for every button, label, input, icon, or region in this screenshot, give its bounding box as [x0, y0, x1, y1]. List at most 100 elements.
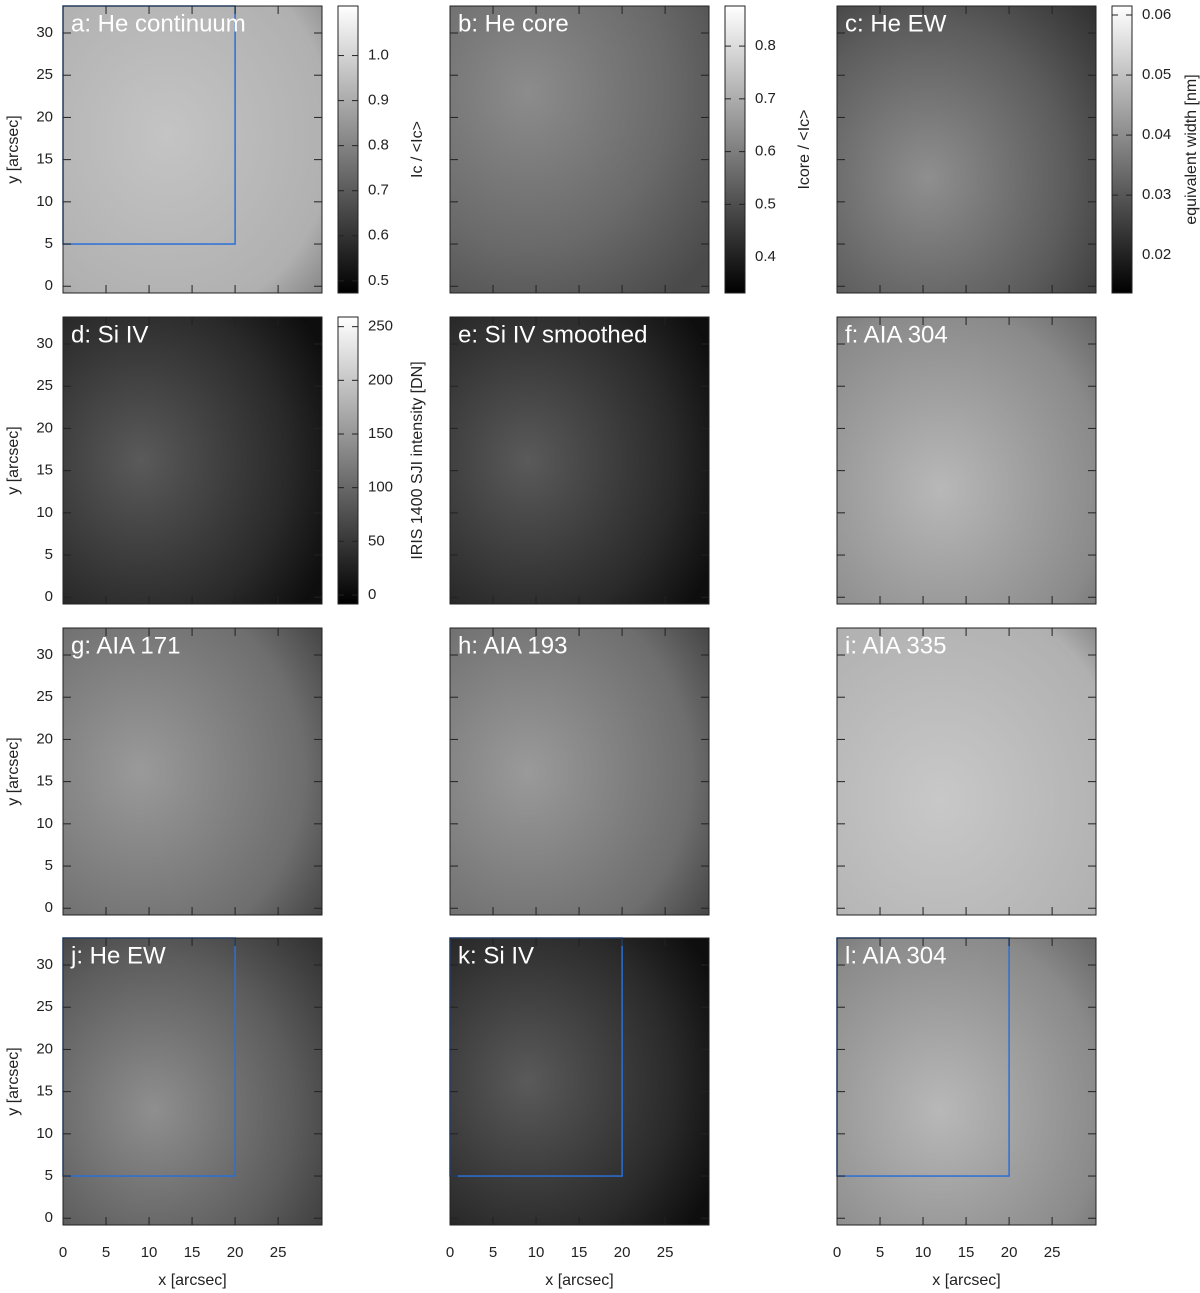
y-tick-label: 0 — [45, 588, 53, 605]
colorbar-tick-label: 0.5 — [368, 272, 389, 289]
panel-title: h: AIA 193 — [458, 632, 567, 659]
y-axis-label: y [arcsec] — [5, 426, 22, 494]
colorbar-tick-label: 0.6 — [755, 143, 776, 160]
colorbar-tick-label: 0.02 — [1142, 246, 1171, 263]
colorbar-tick-label: 0.04 — [1142, 126, 1171, 143]
image — [63, 6, 322, 293]
x-tick-label: 10 — [141, 1244, 158, 1261]
y-tick-label: 5 — [45, 1167, 53, 1184]
x-tick-label: 25 — [1044, 1244, 1061, 1261]
y-tick-label: 30 — [36, 335, 53, 352]
x-tick-label: 0 — [446, 1244, 454, 1261]
image — [837, 6, 1096, 293]
x-tick-label: 25 — [270, 1244, 287, 1261]
x-tick-label: 5 — [876, 1244, 884, 1261]
y-tick-label: 10 — [36, 193, 53, 210]
colorbar-tick-label: 0.6 — [368, 227, 389, 244]
y-tick-label: 10 — [36, 815, 53, 832]
x-tick-label: 0 — [59, 1244, 67, 1261]
image — [63, 628, 322, 915]
colorbar-tick-label: 200 — [368, 371, 393, 388]
colorbar-tick-label: 0.7 — [368, 182, 389, 199]
colorbar-tick-label: 0.03 — [1142, 186, 1171, 203]
image — [63, 938, 322, 1225]
panel-title: e: Si IV smoothed — [458, 321, 647, 348]
x-axis-label: x [arcsec] — [545, 1272, 613, 1289]
y-axis-label: y [arcsec] — [5, 737, 22, 805]
y-tick-label: 5 — [45, 546, 53, 563]
y-tick-label: 5 — [45, 857, 53, 874]
x-axis-label: x [arcsec] — [932, 1272, 1000, 1289]
y-tick-label: 20 — [36, 1040, 53, 1057]
colorbar-tick-label: 0.8 — [755, 37, 776, 54]
colorbar-tick-label: 1.0 — [368, 47, 389, 64]
panel-title: a: He continuum — [71, 10, 246, 37]
colorbar-tick-label: 150 — [368, 425, 393, 442]
y-tick-label: 15 — [36, 151, 53, 168]
colorbar-tick-label: 0.7 — [755, 90, 776, 107]
y-tick-label: 20 — [36, 730, 53, 747]
y-tick-label: 0 — [45, 1209, 53, 1226]
colorbar-tick-label: 0.9 — [368, 92, 389, 109]
x-tick-label: 0 — [833, 1244, 841, 1261]
image — [837, 628, 1096, 915]
y-tick-label: 15 — [36, 1083, 53, 1100]
x-tick-label: 25 — [657, 1244, 674, 1261]
x-tick-label: 5 — [489, 1244, 497, 1261]
y-tick-label: 25 — [36, 998, 53, 1015]
image — [837, 938, 1096, 1225]
colorbar-tick-label: 50 — [368, 532, 385, 549]
y-tick-label: 15 — [36, 462, 53, 479]
y-tick-label: 20 — [36, 419, 53, 436]
colorbar — [724, 5, 746, 294]
x-tick-label: 20 — [1001, 1244, 1018, 1261]
y-tick-label: 25 — [36, 66, 53, 83]
x-tick-label: 20 — [227, 1244, 244, 1261]
y-tick-label: 0 — [45, 899, 53, 916]
colorbar — [337, 5, 359, 294]
image — [837, 317, 1096, 604]
x-tick-label: 15 — [571, 1244, 588, 1261]
x-tick-label: 10 — [528, 1244, 545, 1261]
panel-title: g: AIA 171 — [71, 632, 180, 659]
x-tick-label: 10 — [915, 1244, 932, 1261]
colorbar-tick-label: 0.4 — [755, 248, 776, 265]
y-tick-label: 25 — [36, 377, 53, 394]
colorbar-label: equivalent width [nm] — [1183, 74, 1200, 224]
colorbar-tick-label: 100 — [368, 479, 393, 496]
panel-title: i: AIA 335 — [845, 632, 946, 659]
y-tick-label: 0 — [45, 277, 53, 294]
panel-title: d: Si IV — [71, 321, 148, 348]
image — [450, 317, 709, 604]
y-tick-label: 15 — [36, 773, 53, 790]
colorbar-tick-label: 0.5 — [755, 195, 776, 212]
colorbar-label: Icore / <Ic> — [796, 109, 813, 189]
colorbar-tick-label: 0.06 — [1142, 6, 1171, 23]
colorbar-tick-label: 250 — [368, 318, 393, 335]
panel-title: l: AIA 304 — [845, 942, 946, 969]
y-tick-label: 10 — [36, 504, 53, 521]
panel-title: b: He core — [458, 10, 569, 37]
x-tick-label: 5 — [102, 1244, 110, 1261]
x-axis-label: x [arcsec] — [158, 1272, 226, 1289]
colorbar-tick-label: 0 — [368, 586, 376, 603]
image — [450, 938, 709, 1225]
colorbar-tick-label: 0.8 — [368, 137, 389, 154]
image — [450, 628, 709, 915]
y-tick-label: 25 — [36, 688, 53, 705]
y-tick-label: 10 — [36, 1125, 53, 1142]
y-tick-label: 5 — [45, 235, 53, 252]
x-tick-label: 15 — [184, 1244, 201, 1261]
y-tick-label: 20 — [36, 108, 53, 125]
image — [450, 6, 709, 293]
colorbar-label: Ic / <Ic> — [409, 121, 426, 178]
y-axis-label: y [arcsec] — [5, 1047, 22, 1115]
y-axis-label: y [arcsec] — [5, 115, 22, 183]
colorbar — [1111, 5, 1133, 294]
panel-title: f: AIA 304 — [845, 321, 948, 348]
colorbar-label: IRIS 1400 SJI intensity [DN] — [409, 361, 426, 559]
y-tick-label: 30 — [36, 956, 53, 973]
image — [63, 317, 322, 604]
panel-title: c: He EW — [845, 10, 947, 37]
